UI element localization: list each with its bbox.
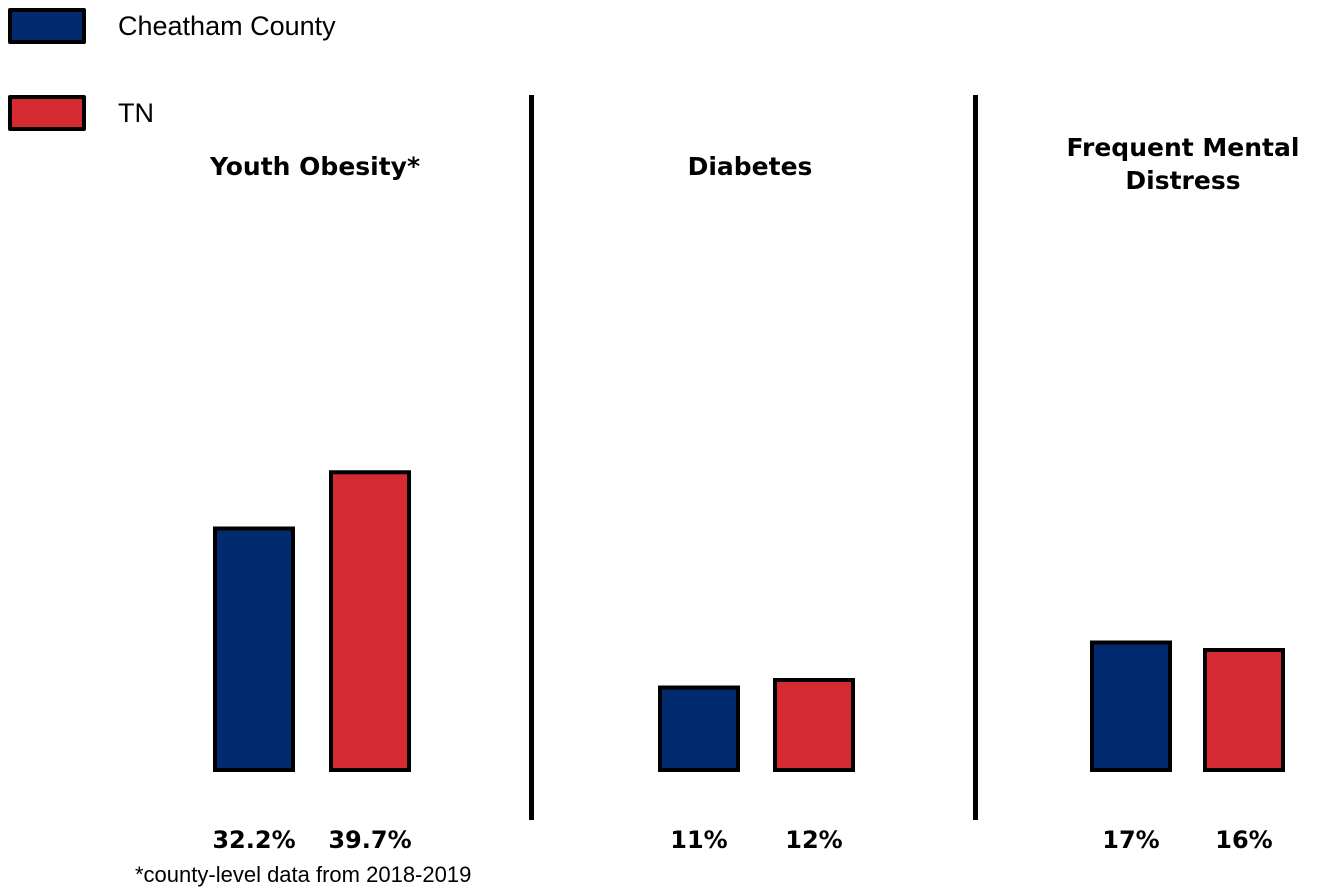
panel-title-youth-obesity: Youth Obesity* xyxy=(209,152,421,181)
bar-frequent-mental-distress-cheatham-county xyxy=(1090,640,1172,772)
bar-youth-obesity-tn xyxy=(329,470,411,772)
bar-diabetes-cheatham-county xyxy=(658,685,740,772)
footnote: *county-level data from 2018-2019 xyxy=(135,862,472,887)
bar-diabetes-tn xyxy=(773,678,855,772)
legend-swatch-tn xyxy=(8,95,86,131)
value-label-diabetes-tn: 12% xyxy=(785,826,842,854)
legend-swatch-cheatham-county xyxy=(8,8,86,44)
bar-frequent-mental-distress-tn xyxy=(1203,648,1285,772)
panel-title-diabetes: Diabetes xyxy=(687,152,813,181)
legend-label-cheatham-county: Cheatham County xyxy=(118,11,336,41)
value-label-youth-obesity-cheatham-county: 32.2% xyxy=(212,826,295,854)
bar-youth-obesity-cheatham-county xyxy=(213,526,295,772)
legend-label-tn: TN xyxy=(118,98,154,128)
panel-divider-1 xyxy=(529,95,534,820)
legend-item-tn xyxy=(8,93,86,133)
value-label-frequent-mental-distress-cheatham-county: 17% xyxy=(1102,826,1159,854)
value-label-youth-obesity-tn: 39.7% xyxy=(328,826,411,854)
legend-item-cheatham-county xyxy=(8,6,86,46)
panel-title-frequent-mental-distress: Frequent Mental Distress xyxy=(1066,133,1300,195)
value-label-diabetes-cheatham-county: 11% xyxy=(670,826,727,854)
panel-divider-2 xyxy=(973,95,978,820)
value-label-frequent-mental-distress-tn: 16% xyxy=(1215,826,1272,854)
